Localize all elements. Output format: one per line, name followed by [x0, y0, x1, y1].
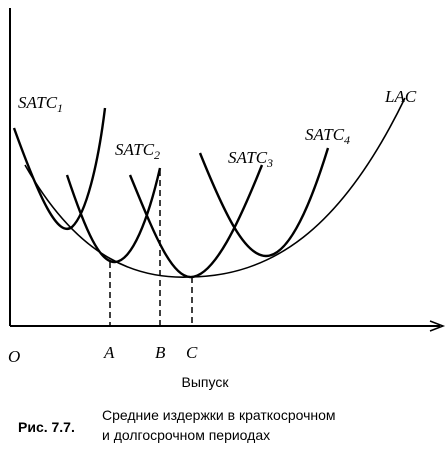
curve-label: SATC4 [305, 125, 350, 147]
curve-label: SATC2 [115, 140, 160, 162]
caption-line: Средние издержки в краткосрочном [102, 407, 336, 423]
satc2-curve [65, 167, 162, 264]
x-arrow [429, 320, 446, 332]
caption-number: Рис. 7.7. [18, 419, 75, 435]
curve-label: SATC3 [228, 148, 273, 170]
point-label: B [155, 343, 166, 362]
origin-label: O [8, 347, 20, 366]
point-label: C [186, 343, 198, 362]
caption-line: и долгосрочном периодах [102, 427, 270, 443]
satc4-curve [198, 147, 330, 258]
x-axis-label: Выпуск [182, 374, 230, 390]
curve-label: LAC [384, 87, 417, 106]
satc3-curve [128, 164, 264, 279]
curve-label: SATC1 [18, 93, 63, 115]
satc1-curve [12, 107, 107, 230]
point-label: A [103, 343, 115, 362]
